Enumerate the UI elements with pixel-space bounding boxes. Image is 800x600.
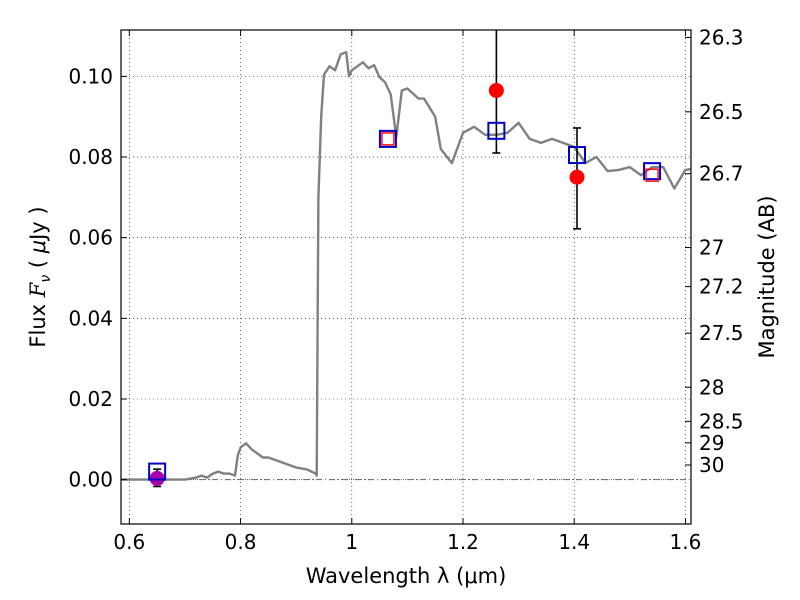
tick-layer: 0.6 0.8 1 1.2 1.4 1.6 0.00 0.02 0.04 0.06 0.08 0.10… [68,25,743,554]
model-photometry-square [378,129,397,148]
x-tick-label: 1.6 [670,530,702,554]
y-tick-label: 0.06 [68,226,113,250]
mag-tick-label: 29 [699,431,724,455]
x-tick-label: 1.2 [447,530,479,554]
y-tick-label: 0.04 [68,306,113,330]
model-photometry-square [568,146,586,165]
x-tick-label: 0.6 [113,530,145,554]
mag-tick-label: 26.5 [699,100,744,124]
plot-frame [120,29,692,525]
model-photometry-square [487,121,506,140]
y-tick-label: 0.10 [68,64,113,88]
model-photometry-inner-square [381,132,395,146]
y-axis-title-mu: μ [26,240,50,254]
model-photometry-square [148,462,167,481]
grid-lines [121,30,691,524]
y-tick-label: 0.08 [68,145,113,169]
mag-tick-label: 30 [699,453,724,477]
x-tick-label: 1.4 [558,530,590,554]
mag-tick-label: 28 [699,375,724,399]
model-photometry-inner-square [645,168,659,182]
mag-tick-label: 28.5 [699,409,744,433]
model-sed-line [121,51,691,481]
model-photometry-square [643,162,662,181]
y-axis-title-word: Flux [26,297,50,347]
y-axis-title-group: Flux Fν ( μJy ) [26,206,54,347]
series-layer [121,30,691,488]
y-axis-title-unit: Jy ) [26,206,50,242]
mag-tick-label: 27.5 [699,321,744,345]
y-axis-title: Flux Fν ( μJy ) [26,206,54,347]
observed-point [569,169,585,185]
y-axis-title-subscript: ν [38,275,54,283]
x-tick-label: 0.8 [225,530,257,554]
mag-tick-label: 27.2 [699,275,744,299]
y-tick-label: 0.00 [68,468,113,492]
y2-axis-title: Magnitude (AB) [755,195,779,358]
observed-point [488,82,504,98]
observed-point [149,470,165,486]
y2-axis-title-group: Magnitude (AB) [755,195,779,358]
mag-tick-label: 26.3 [699,25,744,49]
mag-tick-label: 27 [699,236,724,260]
y-axis-title-symbol: F [26,281,50,298]
y-tick-label: 0.02 [68,387,113,411]
y-axis-title-open: ( [26,253,50,275]
x-axis-title: Wavelength λ (μm) [306,564,507,588]
mag-tick-label: 26.7 [699,162,744,186]
x-tick-label: 1 [345,530,358,554]
